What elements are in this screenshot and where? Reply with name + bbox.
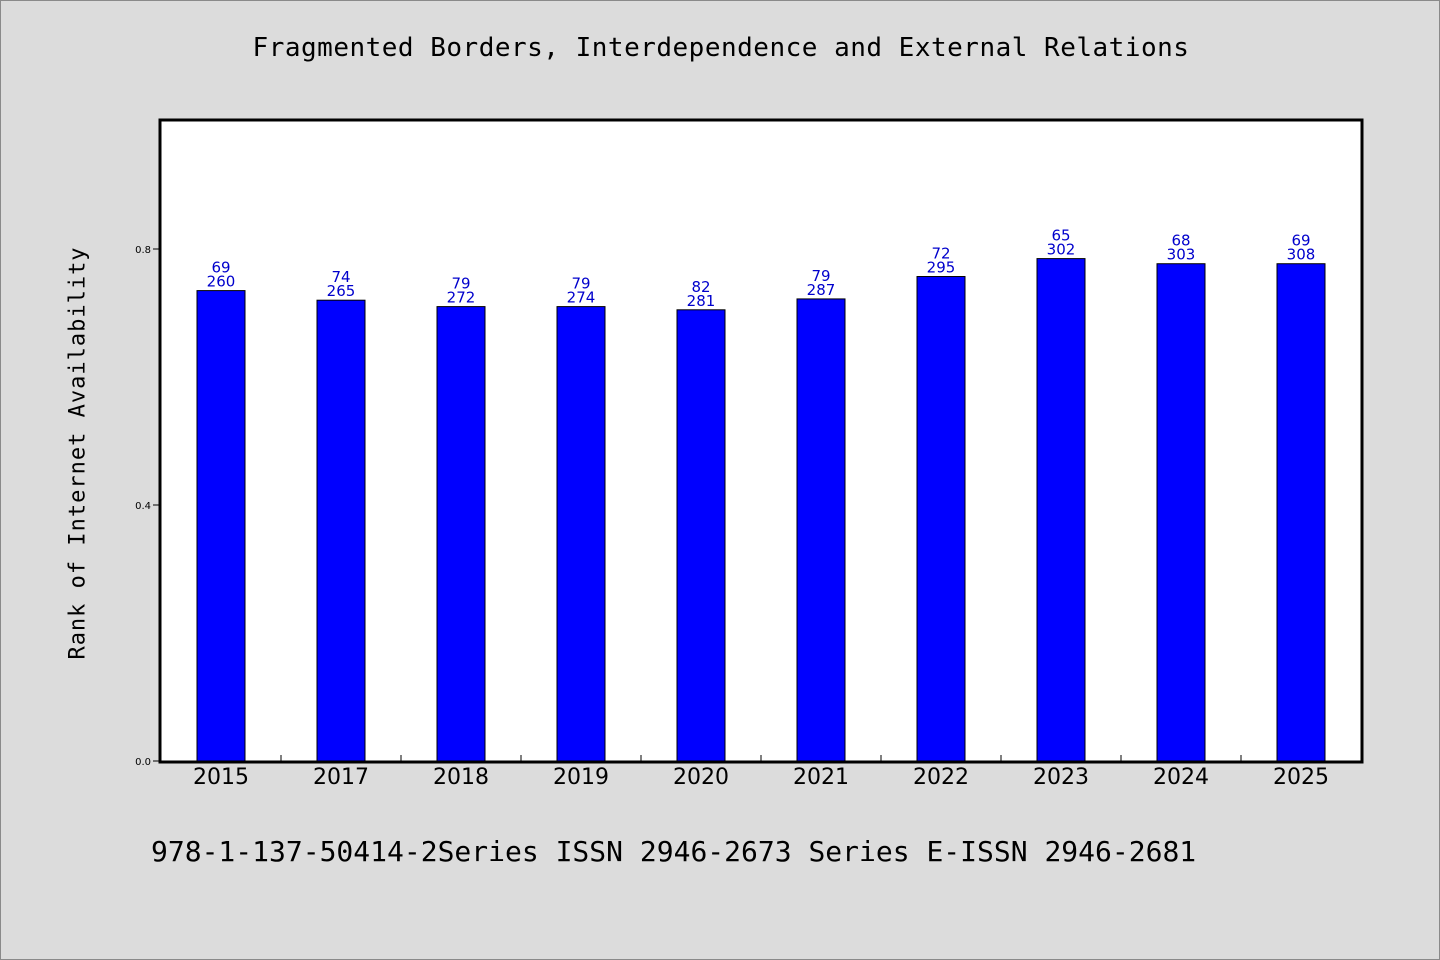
- data-label-2018-2: 272: [447, 289, 476, 307]
- y-tick-label-0.4: 0.4: [135, 501, 151, 512]
- x-tick-label-2020: 2020: [673, 765, 729, 790]
- data-label-2019-2: 274: [567, 289, 596, 307]
- data-label-2017-2: 265: [327, 282, 356, 300]
- x-tick-label-2018: 2018: [433, 765, 489, 790]
- x-tick-label-2022: 2022: [913, 765, 969, 790]
- y-tick-label-0.0: 0.0: [135, 757, 151, 768]
- plot-frame: [158, 118, 1364, 764]
- bar-2015: [196, 290, 246, 762]
- data-label-2015-1: 69: [211, 259, 230, 277]
- bar-2020: [676, 309, 726, 762]
- data-label-2021-1: 79: [811, 267, 830, 285]
- data-label-2022-2: 295: [927, 259, 956, 277]
- bar-2018: [436, 306, 486, 762]
- footer-isbn-issn-text: 978-1-137-50414-2Series ISSN 2946-2673 S…: [151, 835, 1197, 868]
- data-label-2024-1: 68: [1171, 232, 1190, 250]
- data-label-2017-1: 74: [331, 268, 350, 286]
- bars-layer: [196, 258, 1326, 762]
- bar-2019: [556, 306, 606, 762]
- y-axis: 0.0 0.4 0.8: [135, 245, 161, 768]
- data-label-2025-2: 308: [1287, 246, 1316, 264]
- data-label-2022-1: 72: [931, 245, 950, 263]
- x-tick-label-2017: 2017: [313, 765, 369, 790]
- x-tick-label-2021: 2021: [793, 765, 849, 790]
- data-label-2019-1: 79: [571, 275, 590, 293]
- bar-2021: [796, 298, 846, 762]
- data-label-2025-1: 69: [1291, 232, 1310, 250]
- bar-2025: [1276, 263, 1326, 762]
- x-axis: 2015 2017 2018 2019 2020 2021 2022 2023 2024 2025: [193, 755, 1329, 790]
- bar-2023: [1036, 258, 1086, 762]
- x-tick-label-2025: 2025: [1273, 765, 1329, 790]
- chart-title: Fragmented Borders, Interdependence and …: [252, 33, 1190, 63]
- bar-2017: [316, 299, 366, 762]
- data-label-2018-1: 79: [451, 275, 470, 293]
- data-label-2024-2: 303: [1167, 246, 1196, 264]
- y-tick-label-0.8: 0.8: [135, 245, 151, 256]
- data-label-2021-2: 287: [807, 281, 836, 299]
- x-tick-label-2023: 2023: [1033, 765, 1089, 790]
- data-label-2020-2: 281: [687, 292, 716, 310]
- data-label-2015-2: 260: [207, 273, 236, 291]
- x-tick-label-2019: 2019: [553, 765, 609, 790]
- x-tick-label-2024: 2024: [1153, 765, 1209, 790]
- bar-2024: [1156, 263, 1206, 762]
- bar-2022: [916, 276, 966, 762]
- data-label-2023-1: 65: [1051, 227, 1070, 245]
- data-label-2020-1: 82: [691, 278, 710, 296]
- data-label-2023-2: 302: [1047, 241, 1076, 259]
- x-tick-label-2015: 2015: [193, 765, 249, 790]
